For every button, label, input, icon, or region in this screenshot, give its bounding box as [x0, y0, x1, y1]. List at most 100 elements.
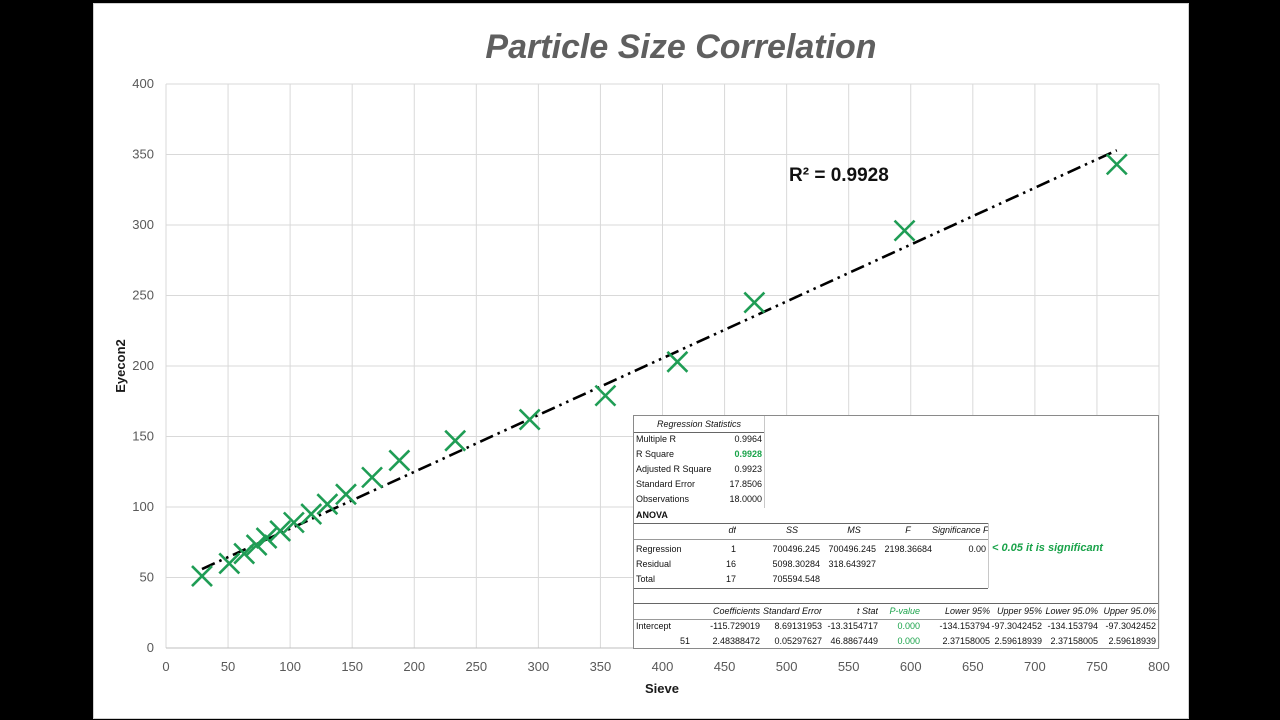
- divider: [988, 523, 989, 588]
- data-point-marker: [218, 552, 241, 575]
- anova-cell: 705594.548: [772, 574, 820, 584]
- trendline-group: [201, 149, 1118, 571]
- coef-cell: -97.3042452: [991, 621, 1042, 631]
- marker-stroke: [594, 384, 617, 407]
- coef-header: Lower 95%: [944, 606, 990, 616]
- reg-stats-header-row: Regression Statistics: [634, 417, 1158, 432]
- x-tick-label: 500: [776, 659, 798, 674]
- data-point-marker: [388, 449, 411, 472]
- coef-cell: -97.3042452: [1105, 621, 1156, 631]
- trendline: [201, 149, 1118, 571]
- reg-label: Observations: [636, 494, 690, 504]
- marker-stroke: [1105, 153, 1128, 176]
- divider: [764, 416, 765, 508]
- anova-header: df: [728, 525, 736, 535]
- reg-label: Multiple R: [636, 434, 677, 444]
- x-tick-label: 450: [714, 659, 736, 674]
- y-tick-label: 200: [132, 358, 154, 373]
- anova-row-label: Total: [636, 574, 656, 584]
- coef-row: Intercept -115.729019 8.69131953 -13.315…: [634, 619, 1158, 634]
- divider: [634, 588, 988, 589]
- anova-row: Total 17 705594.548: [634, 572, 1158, 587]
- reg-label: Adjusted R Square: [636, 464, 712, 474]
- regression-output-table: Regression Statistics Multiple R 0.9964 …: [633, 415, 1159, 649]
- reg-stats-header: Regression Statistics: [656, 419, 742, 429]
- anova-header: Significance F: [932, 525, 988, 535]
- data-point-marker: [269, 520, 292, 542]
- x-tick-label: 150: [341, 659, 363, 674]
- coef-cell: 2.48388472: [712, 636, 760, 646]
- y-tick-label: 150: [132, 429, 154, 444]
- coef-header: Lower 95.0%: [1045, 606, 1098, 616]
- coef-cell: 46.8867449: [830, 636, 878, 646]
- x-tick-label: 700: [1024, 659, 1046, 674]
- x-tick-label: 800: [1148, 659, 1170, 674]
- coef-cell: -115.729019: [710, 621, 760, 631]
- divider: [634, 432, 764, 433]
- data-point-marker: [1105, 153, 1128, 176]
- x-axis-title: Sieve: [645, 681, 679, 696]
- anova-cell: 700496.245: [772, 544, 820, 554]
- data-point-marker: [666, 350, 689, 373]
- coef-row-label: 51: [679, 636, 690, 646]
- coef-cell: 2.37158005: [1050, 636, 1098, 646]
- coef-header: Standard Error: [762, 606, 822, 616]
- divider: [634, 523, 988, 524]
- coef-header-row: Coefficients Standard Error t Stat P-val…: [634, 604, 1158, 619]
- data-point-marker: [361, 466, 383, 489]
- marker-stroke: [300, 503, 323, 525]
- x-tick-label: 600: [900, 659, 922, 674]
- reg-value: 18.0000: [729, 494, 762, 504]
- anova-label-row: ANOVA: [634, 508, 1158, 523]
- x-tick-label: 300: [528, 659, 550, 674]
- data-point-marker: [255, 527, 278, 549]
- x-tick-label: 650: [962, 659, 984, 674]
- anova-header: MS: [847, 525, 861, 535]
- reg-row: Standard Error 17.8506: [634, 477, 1158, 492]
- anova-cell: 318.643927: [828, 559, 876, 569]
- coef-cell: 0.000: [897, 621, 920, 631]
- anova-row-label: Regression: [636, 544, 682, 554]
- y-tick-label: 300: [132, 217, 154, 232]
- anova-cell: 700496.245: [828, 544, 876, 554]
- anova-row: Regression 1 700496.245 700496.245 2198.…: [634, 542, 1158, 557]
- divider: [634, 603, 1158, 604]
- coef-cell: 0.000: [897, 636, 920, 646]
- anova-label: ANOVA: [636, 510, 668, 520]
- y-tick-label: 250: [132, 288, 154, 303]
- data-point-marker: [245, 534, 268, 556]
- reg-label: Standard Error: [636, 479, 696, 489]
- data-point-marker: [300, 503, 323, 525]
- coef-cell: -134.153794: [1047, 621, 1098, 631]
- data-point-marker: [191, 565, 213, 588]
- x-tick-label: 100: [279, 659, 301, 674]
- coef-row: 51 2.48388472 0.05297627 46.8867449 0.00…: [634, 634, 1158, 649]
- data-points: [191, 153, 1128, 588]
- x-tick-label: 50: [221, 659, 235, 674]
- anova-header: F: [905, 525, 911, 535]
- data-point-marker: [335, 483, 357, 506]
- coef-header: Upper 95.0%: [1103, 606, 1156, 616]
- anova-row: Residual 16 5098.30284 318.643927: [634, 557, 1158, 572]
- coef-cell: 0.05297627: [774, 636, 822, 646]
- data-point-marker: [282, 511, 305, 534]
- reg-value: 0.9964: [734, 434, 762, 444]
- x-tick-label: 250: [465, 659, 487, 674]
- data-point-marker: [316, 493, 339, 516]
- marker-stroke: [743, 291, 766, 314]
- marker-stroke: [666, 350, 689, 373]
- coef-cell: 2.59618939: [1108, 636, 1156, 646]
- reg-row: Multiple R 0.9964: [634, 432, 1158, 447]
- anova-cell: 0.00: [968, 544, 986, 554]
- coef-cell: 2.37158005: [942, 636, 990, 646]
- coef-header: P-value: [889, 606, 920, 616]
- anova-cell: 2198.36684: [884, 544, 932, 554]
- anova-header: SS: [785, 525, 798, 535]
- data-point-marker: [594, 384, 617, 407]
- marker-stroke: [191, 565, 213, 588]
- reg-row: R Square 0.9928: [634, 447, 1158, 462]
- marker-stroke: [255, 527, 278, 549]
- anova-cell: 5098.30284: [772, 559, 820, 569]
- coef-header: Coefficients: [712, 606, 760, 616]
- marker-stroke: [335, 483, 357, 506]
